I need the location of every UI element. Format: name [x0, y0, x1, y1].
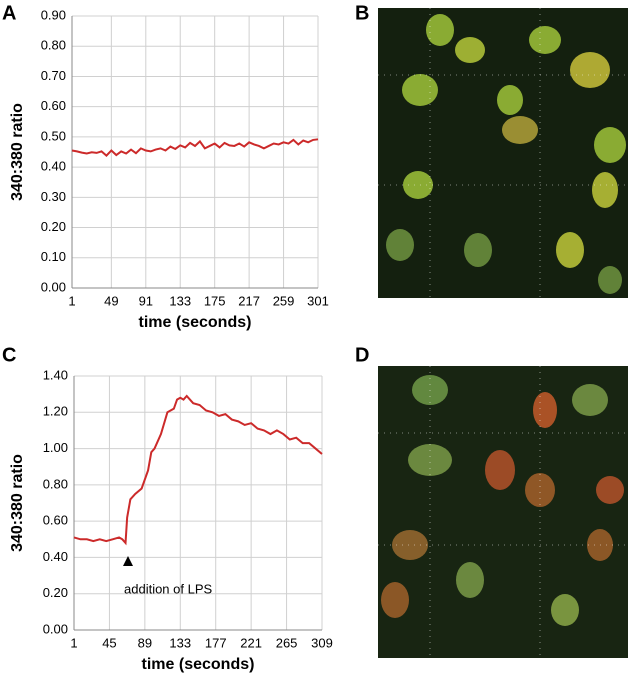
micrograph	[378, 366, 628, 658]
y-tick-label: 0.20	[43, 585, 68, 600]
x-tick-label: 1	[68, 293, 75, 308]
x-axis-label: time (seconds)	[142, 656, 255, 673]
y-tick-label: 0.30	[41, 189, 66, 204]
y-tick-label: 0.60	[43, 513, 68, 528]
x-tick-label: 133	[169, 293, 191, 308]
y-tick-label: 0.70	[41, 68, 66, 83]
data-line	[71, 138, 319, 158]
y-tick-label: 0.80	[41, 38, 66, 53]
x-tick-label: 89	[138, 635, 152, 650]
x-tick-label: 301	[307, 293, 329, 308]
x-axis-label: time (seconds)	[139, 314, 252, 331]
x-tick-label: 309	[311, 635, 333, 650]
x-tick-label: 265	[276, 635, 298, 650]
panel-label: A	[2, 2, 16, 24]
y-tick-label: 1.20	[43, 404, 68, 419]
x-tick-label: 49	[104, 293, 118, 308]
y-tick-label: 0.00	[41, 279, 66, 294]
x-tick-label: 175	[204, 293, 226, 308]
annotation: addition of LPS	[124, 581, 213, 596]
annotation-arrow	[123, 556, 133, 566]
x-tick-label: 91	[139, 293, 153, 308]
y-tick-label: 0.50	[41, 128, 66, 143]
y-axis-label: 340:380 ratio	[9, 454, 26, 552]
y-tick-label: 0.80	[43, 476, 68, 491]
x-tick-label: 259	[273, 293, 295, 308]
panel-label: C	[2, 344, 16, 366]
y-tick-label: 0.40	[41, 159, 66, 174]
panel-label: B	[355, 2, 369, 24]
y-tick-label: 0.00	[43, 621, 68, 636]
y-tick-label: 1.00	[43, 440, 68, 455]
panel-label: D	[355, 344, 369, 366]
x-tick-label: 221	[240, 635, 262, 650]
x-tick-label: 217	[238, 293, 260, 308]
x-tick-label: 45	[102, 635, 116, 650]
y-tick-label: 1.40	[43, 367, 68, 382]
data-line	[73, 394, 323, 546]
y-tick-label: 0.60	[41, 98, 66, 113]
y-tick-label: 0.10	[41, 249, 66, 264]
x-tick-label: 133	[169, 635, 191, 650]
y-axis-label: 340:380 ratio	[9, 103, 26, 201]
x-tick-label: 1	[70, 635, 77, 650]
y-tick-label: 0.40	[43, 549, 68, 564]
x-tick-label: 177	[205, 635, 227, 650]
y-tick-label: 0.20	[41, 219, 66, 234]
micrograph	[378, 8, 628, 298]
y-tick-label: 0.90	[41, 7, 66, 22]
